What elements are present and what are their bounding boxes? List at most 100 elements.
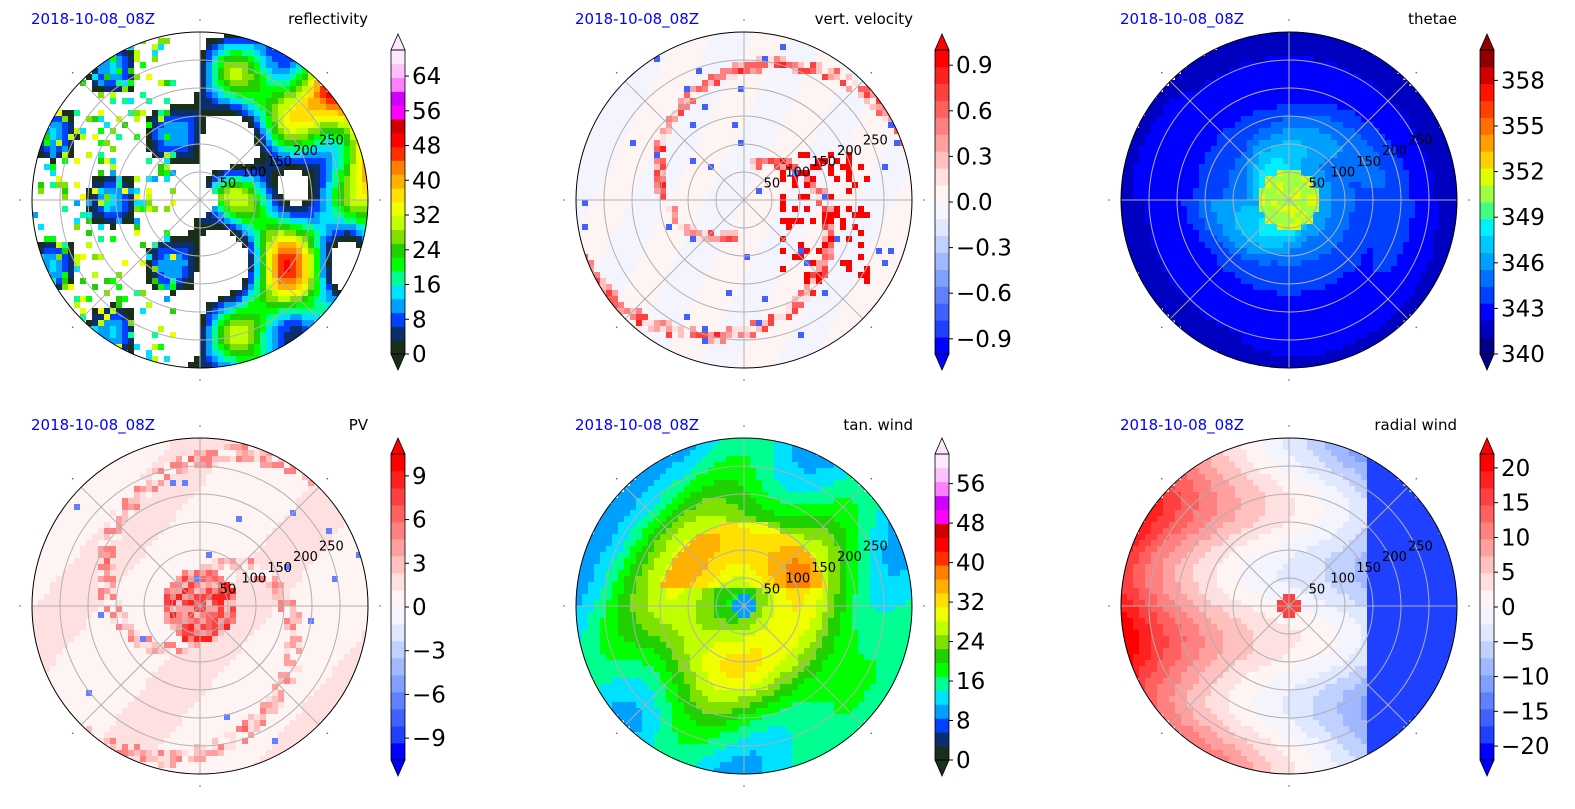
colorbar-tick-label: 355 (1501, 114, 1545, 140)
colorbar-tick-label: 346 (1501, 251, 1545, 277)
colorbar-tick-label: −20 (1501, 734, 1550, 760)
polar-frame (31, 437, 369, 775)
colorbar-tick-label: 56 (412, 99, 441, 125)
colorbar-tick-label: 48 (412, 134, 441, 160)
date-label: 2018-10-08_08Z (1120, 10, 1244, 29)
colorbar-tick-label: 56 (956, 472, 985, 498)
radial-tick-label: 250 (863, 539, 888, 554)
polar-frame (1120, 31, 1458, 369)
polar-grid (32, 438, 368, 774)
polar-grid (1121, 438, 1457, 774)
colorbar-tick-label: 40 (956, 551, 985, 577)
radial-tick-label: 100 (1330, 166, 1355, 181)
polar-grid (1121, 32, 1457, 368)
panel-title: vert. velocity (815, 10, 913, 28)
colorbar-tick-label: −0.6 (956, 281, 1012, 307)
polar-grid (32, 32, 368, 368)
radial-tick-label: 100 (1330, 572, 1355, 587)
radial-tick-label: 50 (1309, 582, 1326, 597)
colorbar-tick-label: −3 (412, 639, 446, 665)
colorbar-tick-label: 8 (956, 709, 971, 735)
colorbar-tick-label: −15 (1501, 699, 1550, 725)
colorbar-tick-label: 10 (1501, 525, 1530, 551)
colorbar-tick-label: 349 (1501, 205, 1545, 231)
colorbar: 56 48 40 32 24 16 8 0 (934, 437, 985, 777)
radial-tick-label: 250 (1408, 133, 1433, 148)
colorbar-tick-label: −9 (412, 726, 446, 752)
polar-frame (575, 31, 913, 369)
radial-tick-label: 50 (764, 176, 781, 191)
colorbar: 0.9 0.6 0.3 0.0 −0.3 −0.6 −0.9 (934, 33, 1012, 371)
date-label: 2018-10-08_08Z (1120, 416, 1244, 435)
radial-tick-label: 50 (764, 582, 781, 597)
colorbar-tick-label: −0.9 (956, 327, 1012, 353)
colorbar-tick-label: 340 (1501, 342, 1545, 368)
colorbar-tick-label: 24 (412, 238, 441, 264)
radial-tick-label: 150 (1356, 155, 1381, 170)
colorbar-tick-label: 16 (412, 273, 441, 299)
colorbar-tick-label: 9 (412, 464, 427, 490)
panel-title: radial wind (1374, 416, 1457, 434)
colorbar-tick-label: 0.9 (956, 53, 993, 79)
radial-tick-label: 200 (293, 144, 318, 159)
radial-tick-label: 200 (293, 550, 318, 565)
colorbar: 20 15 10 5 0 −5 −10 −15 −20 (1479, 437, 1550, 777)
colorbar-tick-label: 0 (412, 342, 427, 368)
colorbar-tick-label: 343 (1501, 296, 1545, 322)
polar-frame (575, 437, 913, 775)
radial-tick-label: 250 (1408, 539, 1433, 554)
date-label: 2018-10-08_08Z (31, 416, 155, 435)
colorbar-tick-label: 8 (412, 307, 427, 333)
radial-tick-label: 200 (837, 550, 862, 565)
panel-title: tan. wind (843, 416, 913, 434)
polar-frame (31, 31, 369, 369)
panel-title: thetae (1408, 10, 1457, 28)
colorbar-tick-label: 352 (1501, 160, 1545, 186)
colorbar-tick-label: 0 (1501, 595, 1516, 621)
colorbar-tick-label: −10 (1501, 665, 1550, 691)
panel-title: reflectivity (288, 10, 368, 28)
colorbar: 9 6 3 0 −3 −6 −9 (390, 437, 446, 777)
date-label: 2018-10-08_08Z (575, 416, 699, 435)
colorbar-tick-label: 24 (956, 630, 985, 656)
radial-tick-label: 100 (785, 166, 810, 181)
radial-tick-label: 100 (241, 166, 266, 181)
colorbar-tick-label: 0.0 (956, 190, 993, 216)
radial-tick-label: 250 (863, 133, 888, 148)
colorbar-tick-label: 0.3 (956, 144, 993, 170)
colorbar-tick-label: 20 (1501, 456, 1530, 482)
radial-tick-label: 150 (811, 561, 836, 576)
colorbar-tick-label: 0 (956, 748, 971, 774)
colorbar-tick-label: 0 (412, 595, 427, 621)
colorbar-tick-label: 16 (956, 669, 985, 695)
radial-tick-label: 100 (241, 572, 266, 587)
radial-tick-label: 150 (267, 561, 292, 576)
tan_wind-field (576, 438, 912, 774)
polar-grid (576, 438, 912, 774)
panel-title: PV (349, 416, 369, 434)
colorbar: 340 343 346 349 352 355 358 (1479, 33, 1545, 371)
colorbar-tick-label: 5 (1501, 560, 1516, 586)
colorbar-tick-label: 32 (412, 203, 441, 229)
radial-tick-label: 150 (267, 155, 292, 170)
colorbar-tick-label: 0.6 (956, 99, 993, 125)
radial-tick-label: 50 (1309, 176, 1326, 191)
radial-tick-label: 200 (1382, 550, 1407, 565)
radial-tick-label: 250 (319, 133, 344, 148)
date-label: 2018-10-08_08Z (31, 10, 155, 29)
radial-tick-label: 50 (220, 582, 237, 597)
colorbar-tick-label: 15 (1501, 491, 1530, 517)
colorbar-tick-label: 32 (956, 590, 985, 616)
radial-tick-label: 50 (220, 176, 237, 191)
colorbar-tick-label: 64 (412, 64, 441, 90)
colorbar-tick-label: −6 (412, 682, 446, 708)
radial-tick-label: 200 (1382, 144, 1407, 159)
radial-tick-label: 100 (785, 572, 810, 587)
